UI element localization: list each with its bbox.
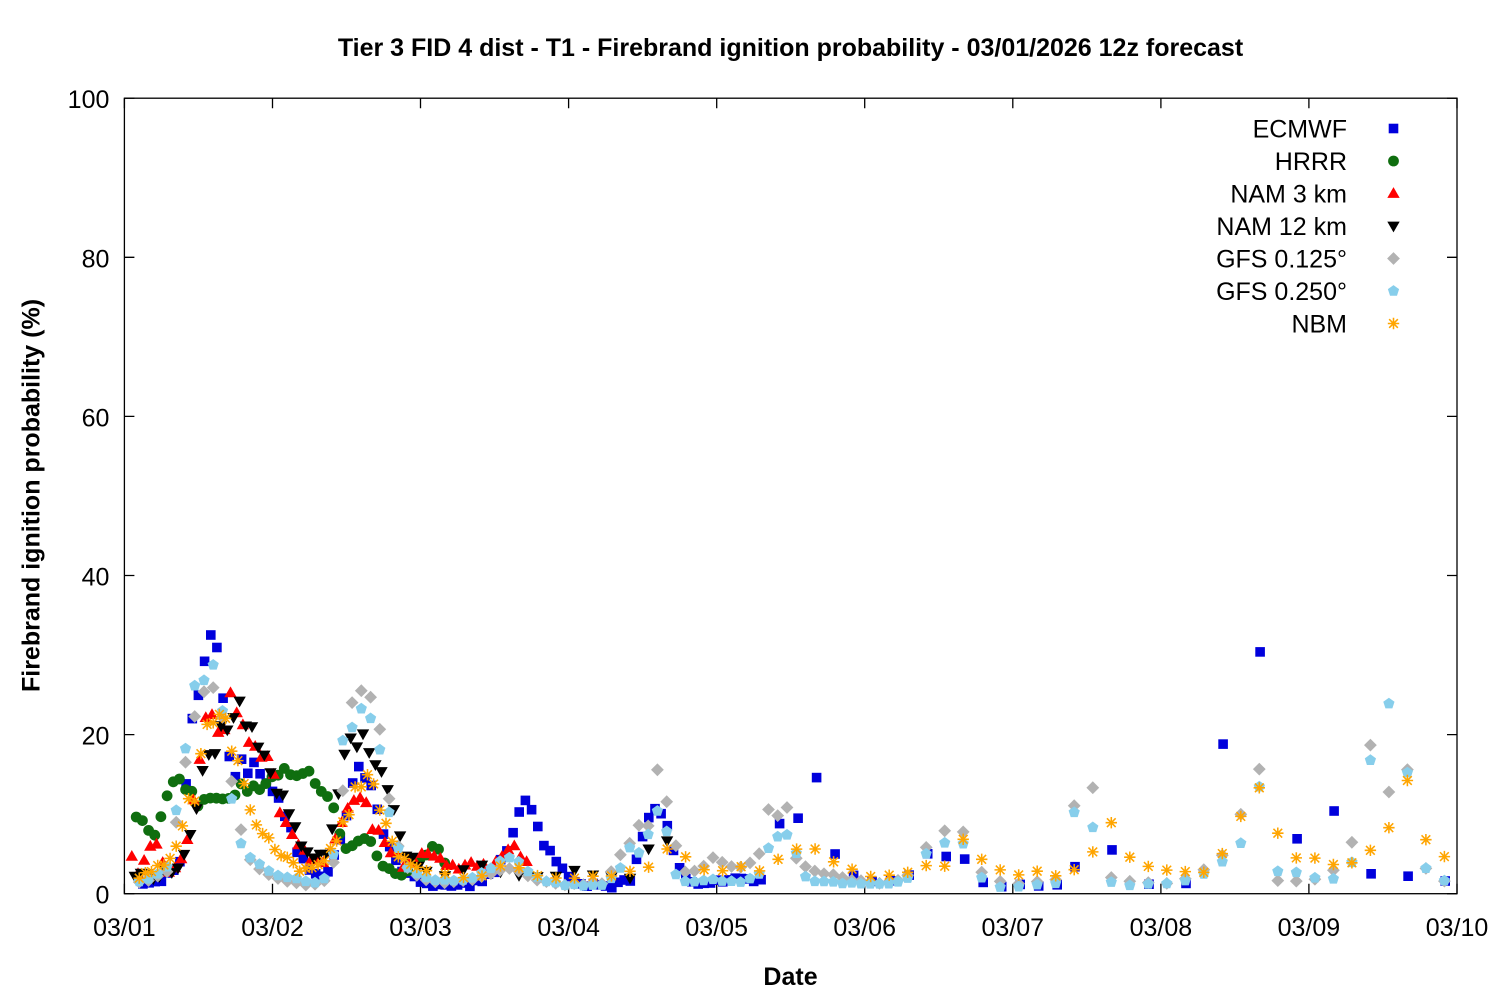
svg-text:03/09: 03/09 [1278, 914, 1341, 942]
svg-text:60: 60 [82, 404, 110, 432]
svg-text:03/01: 03/01 [93, 914, 156, 942]
svg-text:20: 20 [82, 723, 110, 751]
svg-text:0: 0 [95, 882, 109, 910]
svg-text:Firebrand ignition probability: Firebrand ignition probability (%) [18, 299, 46, 692]
svg-text:03/07: 03/07 [982, 914, 1045, 942]
svg-text:Date: Date [763, 963, 817, 991]
svg-text:40: 40 [82, 564, 110, 592]
svg-text:100: 100 [68, 86, 110, 114]
svg-text:80: 80 [82, 245, 110, 273]
svg-text:GFS 0.250°: GFS 0.250° [1216, 278, 1347, 306]
svg-text:Tier 3 FID 4 dist - T1 - Fireb: Tier 3 FID 4 dist - T1 - Firebrand ignit… [338, 34, 1244, 62]
svg-text:03/10: 03/10 [1426, 914, 1489, 942]
svg-text:03/08: 03/08 [1130, 914, 1193, 942]
svg-text:03/05: 03/05 [685, 914, 748, 942]
svg-text:03/06: 03/06 [833, 914, 896, 942]
svg-text:ECMWF: ECMWF [1253, 116, 1347, 144]
svg-text:HRRR: HRRR [1275, 148, 1347, 176]
svg-text:NBM: NBM [1291, 311, 1347, 339]
svg-text:GFS 0.125°: GFS 0.125° [1216, 246, 1347, 274]
svg-text:NAM 3 km: NAM 3 km [1230, 181, 1347, 209]
svg-text:NAM 12 km: NAM 12 km [1216, 213, 1347, 241]
svg-text:03/04: 03/04 [537, 914, 600, 942]
svg-text:03/02: 03/02 [241, 914, 304, 942]
svg-text:03/03: 03/03 [389, 914, 452, 942]
